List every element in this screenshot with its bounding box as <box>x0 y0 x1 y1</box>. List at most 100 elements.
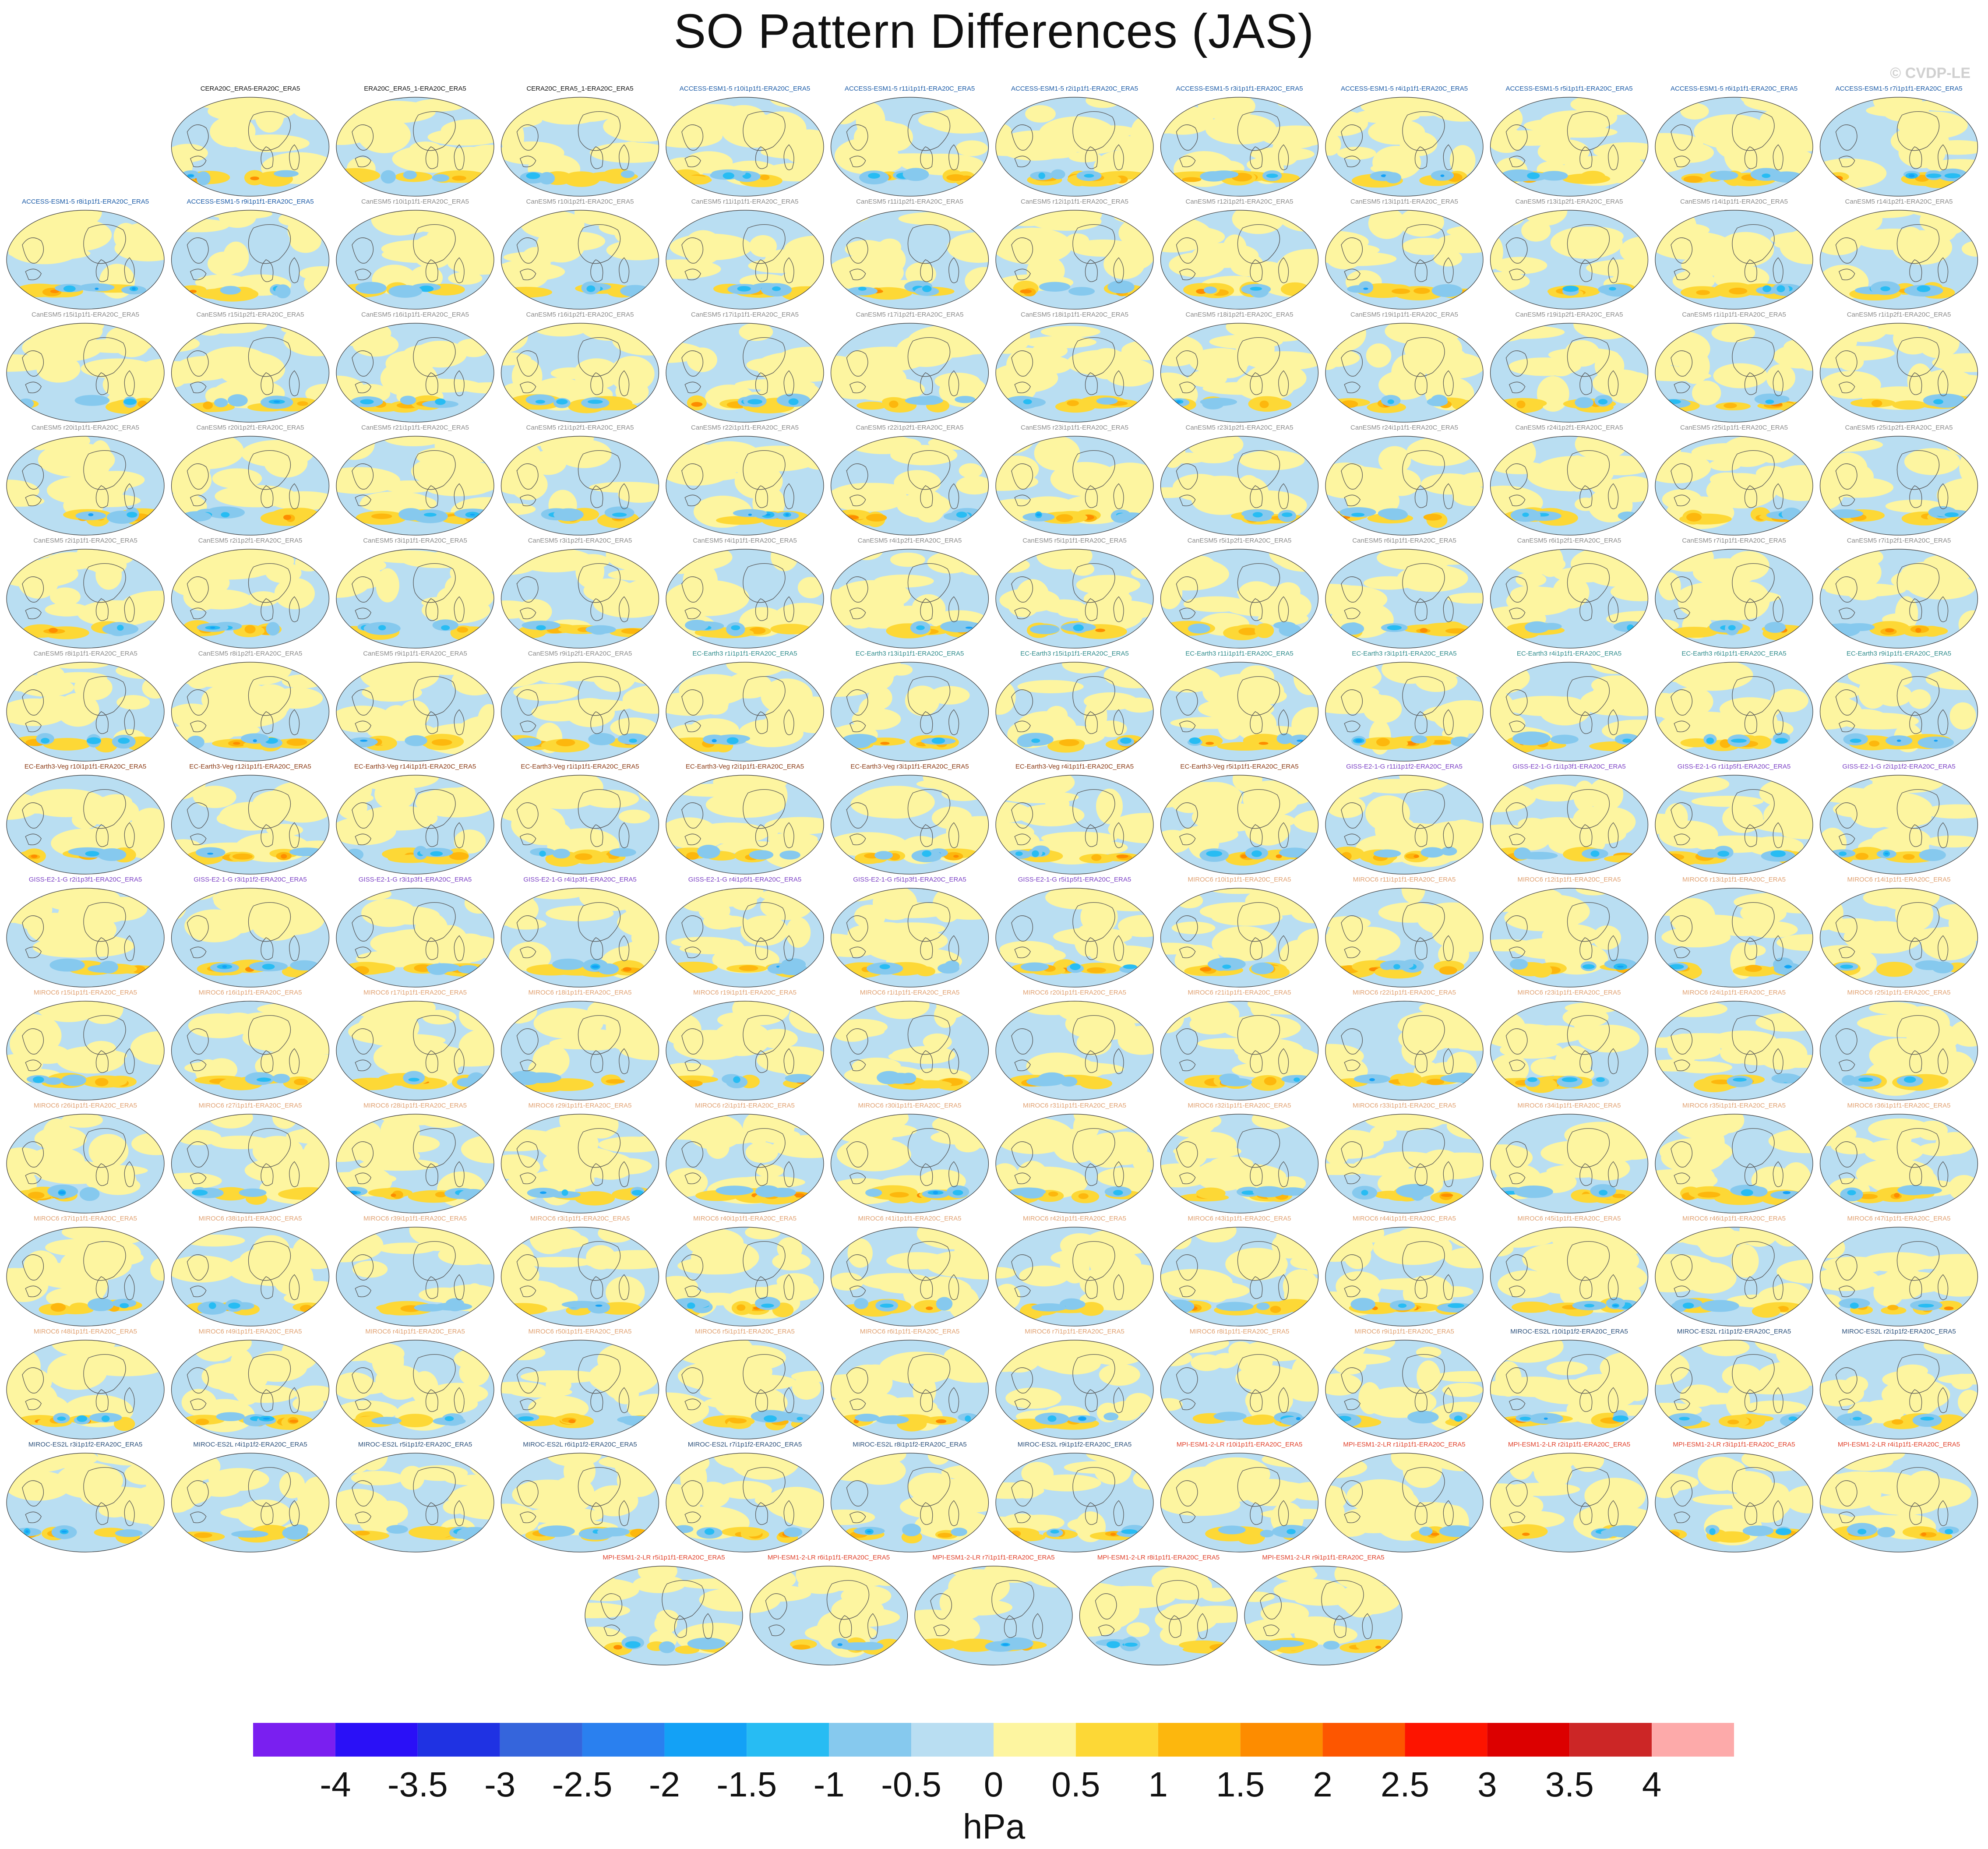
map-panel: EC-Earth3 r11i1p1f1-ERA20C_ERA5 <box>1160 650 1319 762</box>
map-field <box>1325 888 1483 987</box>
map-border <box>336 323 494 423</box>
map-border <box>1655 1114 1813 1214</box>
map-panel: CanESM5 r24i1p1f1-ERA20C_ERA5 <box>1325 424 1484 536</box>
map-panel: EC-Earth3-Veg r3i1p1f1-ERA20C_ERA5 <box>830 763 989 875</box>
panel-label: CanESM5 r5i1p2f1-ERA20C_ERA5 <box>1188 537 1292 544</box>
map-border <box>830 210 989 310</box>
map-panel: GISS-E2-1-G r5i1p3f1-ERA20C_ERA5 <box>830 876 989 988</box>
map-border <box>830 1227 989 1327</box>
panel-label: EC-Earth3-Veg r10i1p1f1-ERA20C_ERA5 <box>25 763 146 770</box>
panel-label: MIROC6 r18i1p1f1-ERA20C_ERA5 <box>529 989 632 996</box>
panel-label: EC-Earth3 r1i1p1f1-ERA20C_ERA5 <box>692 650 797 657</box>
map-panel: CanESM5 r12i1p2f1-ERA20C_ERA5 <box>1160 198 1319 310</box>
map-field <box>1655 323 1813 422</box>
map-field <box>501 97 659 196</box>
panel-label: MIROC6 r6i1p1f1-ERA20C_ERA5 <box>860 1328 960 1335</box>
map-panel: ACCESS-ESM1-5 r6i1p1f1-ERA20C_ERA5 <box>1655 85 1813 197</box>
map-panel: ERA20C_ERA5_1-ERA20C_ERA5 <box>336 85 494 197</box>
map-panel: MIROC6 r39i1p1f1-ERA20C_ERA5 <box>336 1215 494 1327</box>
map-border <box>171 549 330 649</box>
panel-label: MIROC6 r43i1p1f1-ERA20C_ERA5 <box>1188 1215 1291 1222</box>
map-border <box>1160 436 1319 536</box>
map-field <box>336 97 494 196</box>
map-panel: CanESM5 r5i1p1f1-ERA20C_ERA5 <box>995 537 1154 649</box>
map-field <box>1079 1566 1237 1665</box>
panel-label: MIROC6 r48i1p1f1-ERA20C_ERA5 <box>34 1328 137 1335</box>
panel-label: CanESM5 r17i1p1f1-ERA20C_ERA5 <box>691 311 799 318</box>
map-panel: CanESM5 r11i1p2f1-ERA20C_ERA5 <box>830 198 989 310</box>
panel-label: MIROC6 r46i1p1f1-ERA20C_ERA5 <box>1682 1215 1786 1222</box>
map-panel: CanESM5 r17i1p2f1-ERA20C_ERA5 <box>830 311 989 423</box>
panel-label: ACCESS-ESM1-5 r9i1p1f1-ERA20C_ERA5 <box>187 198 314 205</box>
map-panel: MIROC6 r41i1p1f1-ERA20C_ERA5 <box>830 1215 989 1327</box>
map-border <box>1325 775 1484 875</box>
panel-label: CanESM5 r7i1p2f1-ERA20C_ERA5 <box>1847 537 1951 544</box>
map-panel: MPI-ESM1-2-LR r9i1p1f1-ERA20C_ERA5 <box>1244 1554 1403 1666</box>
panel-label: CanESM5 r2i1p2f1-ERA20C_ERA5 <box>198 537 303 544</box>
panel-label: CanESM5 r11i1p2f1-ERA20C_ERA5 <box>856 198 963 205</box>
panel-label: CanESM5 r6i1p2f1-ERA20C_ERA5 <box>1517 537 1621 544</box>
map-field <box>1490 97 1648 196</box>
map-field <box>831 1227 989 1326</box>
panel-label: EC-Earth3 r11i1p1f1-ERA20C_ERA5 <box>1185 650 1294 657</box>
panel-label: MIROC-ES2L r4i1p1f2-ERA20C_ERA5 <box>193 1441 307 1448</box>
map-panel: EC-Earth3 r4i1p1f1-ERA20C_ERA5 <box>1490 650 1649 762</box>
map-panel: CanESM5 r8i1p2f1-ERA20C_ERA5 <box>171 650 330 762</box>
map-panel: CanESM5 r5i1p2f1-ERA20C_ERA5 <box>1160 537 1319 649</box>
map-field <box>1490 1453 1648 1552</box>
map-border <box>1490 549 1649 649</box>
map-field <box>1820 1227 1978 1326</box>
map-field <box>1490 436 1648 535</box>
map-panel: MIROC6 r16i1p1f1-ERA20C_ERA5 <box>171 989 330 1101</box>
map-field <box>501 210 659 309</box>
panel-label: MIROC6 r41i1p1f1-ERA20C_ERA5 <box>858 1215 962 1222</box>
map-panel: MIROC6 r28i1p1f1-ERA20C_ERA5 <box>336 1102 494 1214</box>
map-panel: MPI-ESM1-2-LR r3i1p1f1-ERA20C_ERA5 <box>1655 1441 1813 1553</box>
map-border <box>1325 1227 1484 1327</box>
map-panel: MIROC-ES2L r1i1p1f2-ERA20C_ERA5 <box>1655 1328 1813 1440</box>
panel-label: EC-Earth3 r6i1p1f1-ERA20C_ERA5 <box>1681 650 1786 657</box>
panel-label: MIROC6 r7i1p1f1-ERA20C_ERA5 <box>1025 1328 1124 1335</box>
colorbar-tick-label: 1.5 <box>1216 1765 1265 1804</box>
panel-label: CanESM5 r1i1p1f1-ERA20C_ERA5 <box>1682 311 1786 318</box>
map-panel: GISS-E2-1-G r3i1p1f2-ERA20C_ERA5 <box>171 876 330 988</box>
panel-label: EC-Earth3 r9i1p1f1-ERA20C_ERA5 <box>1847 650 1951 657</box>
panel-label: CanESM5 r18i1p2f1-ERA20C_ERA5 <box>1186 311 1294 318</box>
map-field <box>750 1566 908 1665</box>
map-panel: MIROC6 r20i1p1f1-ERA20C_ERA5 <box>995 989 1154 1101</box>
map-field <box>1820 662 1978 761</box>
panel-label: ACCESS-ESM1-5 r11i1p1f1-ERA20C_ERA5 <box>845 85 975 92</box>
panel-label: CanESM5 r8i1p1f1-ERA20C_ERA5 <box>33 650 137 657</box>
map-border <box>995 662 1154 762</box>
map-border <box>1655 549 1813 649</box>
panel-label: MIROC6 r37i1p1f1-ERA20C_ERA5 <box>34 1215 137 1222</box>
map-panel: CanESM5 r10i1p2f1-ERA20C_ERA5 <box>501 198 659 310</box>
map-panel: MIROC6 r4i1p1f1-ERA20C_ERA5 <box>336 1328 494 1440</box>
map-field <box>1160 1001 1318 1100</box>
colorbar-swatch <box>253 1723 335 1757</box>
map-border <box>1655 775 1813 875</box>
panel-label: CanESM5 r23i1p1f1-ERA20C_ERA5 <box>1021 424 1128 431</box>
panel-label: MIROC6 r26i1p1f1-ERA20C_ERA5 <box>34 1102 137 1109</box>
map-panel: GISS-E2-1-G r1i1p3f1-ERA20C_ERA5 <box>1490 763 1649 875</box>
map-border <box>1819 888 1978 988</box>
colorbar-swatch <box>1158 1723 1241 1757</box>
panel-label: CanESM5 r14i1p1f1-ERA20C_ERA5 <box>1680 198 1788 205</box>
map-field <box>1325 1001 1483 1100</box>
colorbar-tick-label: 0 <box>984 1765 1004 1804</box>
panel-label: MIROC6 r30i1p1f1-ERA20C_ERA5 <box>858 1102 962 1109</box>
map-border <box>6 323 165 423</box>
map-field <box>7 210 164 309</box>
map-border <box>1655 436 1813 536</box>
map-field <box>1820 1453 1978 1552</box>
map-panel: CanESM5 r3i1p1f1-ERA20C_ERA5 <box>336 537 494 649</box>
map-panel: CanESM5 r7i1p1f1-ERA20C_ERA5 <box>1655 537 1813 649</box>
map-panel: CanESM5 r17i1p1f1-ERA20C_ERA5 <box>666 311 824 423</box>
map-border <box>995 323 1154 423</box>
map-border <box>336 1001 494 1101</box>
map-field <box>501 549 659 648</box>
map-border <box>6 549 165 649</box>
map-panel: CanESM5 r6i1p1f1-ERA20C_ERA5 <box>1325 537 1484 649</box>
map-field <box>1325 97 1483 196</box>
map-field <box>831 210 989 309</box>
